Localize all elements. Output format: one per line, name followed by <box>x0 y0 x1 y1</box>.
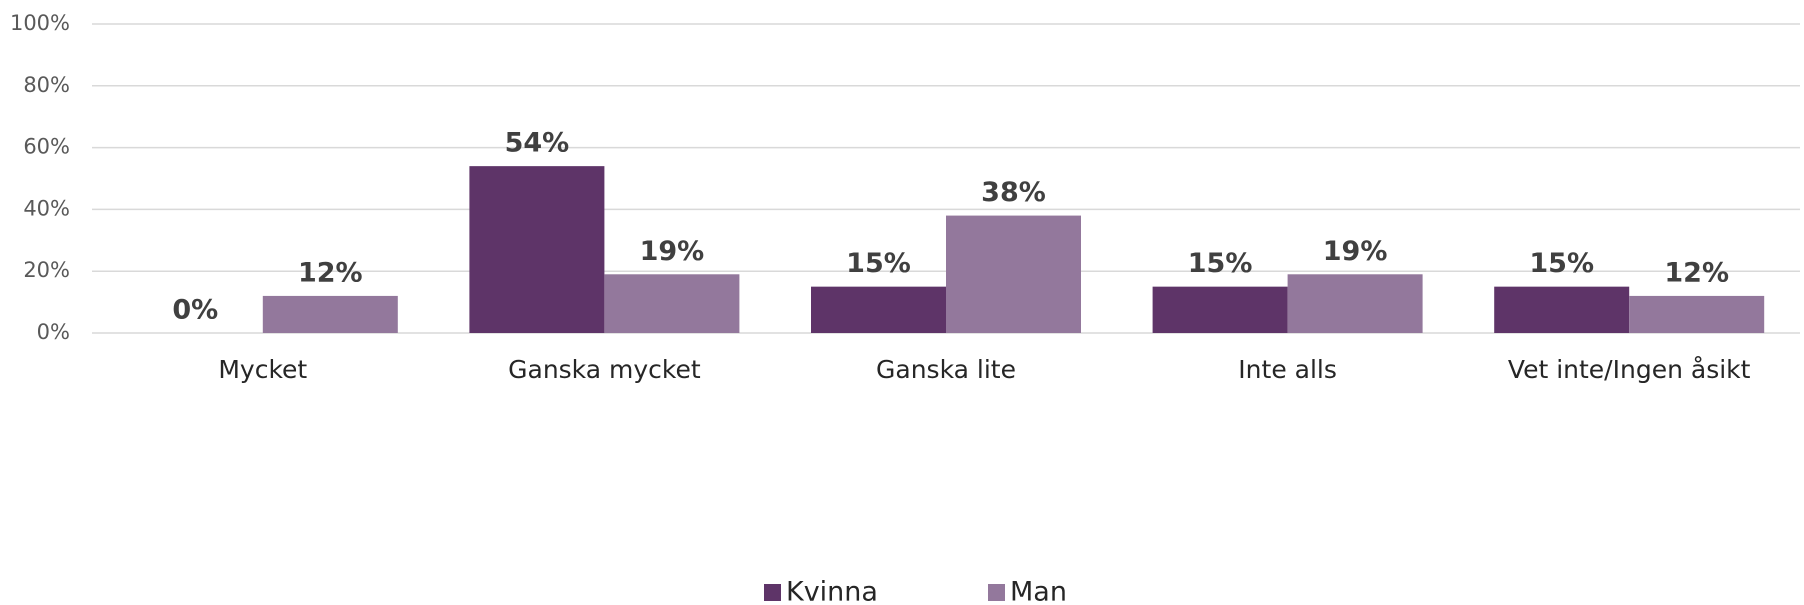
data-label: 15% <box>1529 248 1594 279</box>
data-label: 15% <box>1188 248 1253 279</box>
legend-swatch <box>988 584 1005 601</box>
y-tick-label: 20% <box>23 258 70 282</box>
data-label: 19% <box>1323 236 1388 267</box>
data-label: 15% <box>846 248 911 279</box>
x-tick-label: Vet inte/Ingen åsikt <box>1508 355 1751 384</box>
x-tick-label: Mycket <box>218 355 307 384</box>
data-label: 12% <box>298 257 363 288</box>
bar <box>946 215 1081 333</box>
bar <box>1152 286 1288 333</box>
data-label: 12% <box>1664 257 1729 288</box>
bar <box>469 166 605 333</box>
bar <box>1629 295 1765 333</box>
bar <box>811 286 946 333</box>
y-tick-label: 80% <box>23 73 70 97</box>
bar <box>604 274 740 333</box>
bar <box>1287 274 1423 333</box>
y-tick-label: 40% <box>23 196 70 220</box>
legend-swatch <box>764 584 781 601</box>
y-tick-label: 0% <box>37 320 70 344</box>
data-label: 38% <box>981 177 1046 208</box>
data-label: 0% <box>172 295 218 326</box>
bar <box>1494 286 1630 333</box>
data-label: 19% <box>640 236 705 267</box>
legend-label: Man <box>1010 577 1067 605</box>
x-tick-label: Inte alls <box>1238 355 1337 384</box>
bar <box>262 295 398 333</box>
data-label: 54% <box>505 128 570 159</box>
x-tick-label: Ganska lite <box>876 355 1016 384</box>
legend-label: Kvinna <box>786 577 878 605</box>
y-tick-label: 100% <box>10 11 70 35</box>
y-tick-label: 60% <box>23 135 70 159</box>
x-tick-label: Ganska mycket <box>508 355 701 384</box>
